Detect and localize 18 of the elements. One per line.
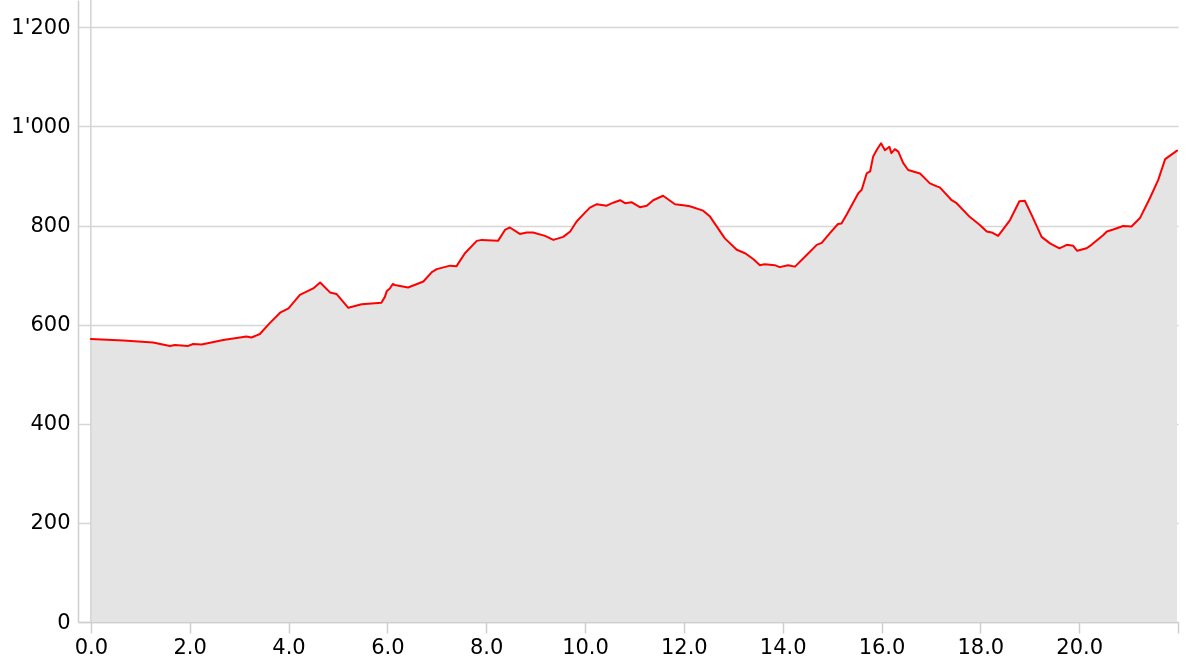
x-tick-label: 6.0	[371, 634, 405, 659]
y-tick-label: 1'200	[11, 14, 71, 39]
x-tick-label: 8.0	[469, 634, 504, 659]
y-tick-label: 400	[30, 411, 71, 436]
y-tick-label: 600	[30, 312, 71, 337]
x-tick-label: 20.0	[1056, 634, 1104, 659]
x-tick-label: 12.0	[660, 634, 708, 659]
x-tick-label: 0.0	[74, 634, 109, 659]
y-tick-label: 200	[30, 510, 71, 535]
x-tick-label: 2.0	[173, 634, 207, 659]
x-tick-label: 18.0	[957, 634, 1005, 659]
y-tick-label: 800	[30, 213, 71, 238]
x-tick-label: 4.0	[272, 634, 306, 659]
x-tick-label: 16.0	[858, 634, 906, 659]
y-tick-label: 0	[57, 609, 71, 634]
y-tick-label: 1'000	[11, 113, 71, 138]
x-tick-label: 10.0	[562, 634, 609, 659]
x-tick-label: 14.0	[759, 634, 807, 659]
